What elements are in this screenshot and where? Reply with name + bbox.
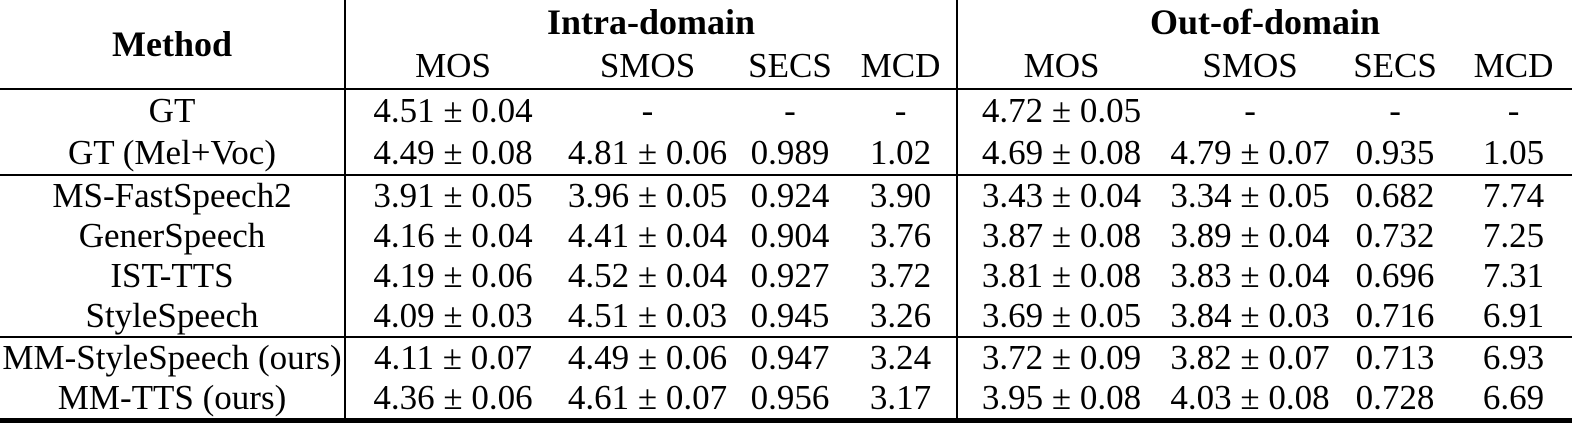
out-mcd-cell: 6.69 (1482, 378, 1545, 417)
table-row-stylespeech: StyleSpeech 4.09 ± 0.03 4.51 ± 0.03 0.94… (0, 296, 1572, 337)
intra-mos-cell: 4.51 ± 0.04 (344, 89, 560, 132)
col-group-intra-domain: Intra-domain (343, 0, 958, 44)
col-header-out-smos: SMOS (1202, 46, 1298, 85)
col-header-out-mos: MOS (956, 44, 1166, 89)
intra-mos-cell: 3.91 ± 0.05 (344, 175, 560, 216)
col-header-method: Method (112, 24, 232, 64)
intra-mcd-cell: 1.02 (869, 133, 932, 172)
col-header-out-mcd: MCD (1473, 46, 1554, 85)
intra-secs-cell: 0.927 (750, 256, 830, 295)
intra-smos-cell: 4.49 ± 0.06 (567, 338, 728, 377)
intra-secs-cell: 0.945 (750, 296, 830, 335)
intra-mcd-cell: 3.90 (869, 176, 932, 215)
intra-smos-cell: 4.52 ± 0.04 (567, 256, 728, 295)
intra-smos-cell: 3.96 ± 0.05 (567, 176, 728, 215)
table-row-ist-tts: IST-TTS 4.19 ± 0.06 4.52 ± 0.04 0.927 3.… (0, 256, 1572, 296)
intra-smos-cell: 4.51 ± 0.03 (567, 296, 728, 335)
out-smos-cell: 3.89 ± 0.04 (1170, 216, 1330, 255)
out-smos-cell: 3.34 ± 0.05 (1170, 176, 1330, 215)
method-cell: IST-TTS (110, 256, 234, 295)
out-mcd-cell: 1.05 (1482, 133, 1545, 172)
out-mos-cell: 3.69 ± 0.05 (956, 296, 1166, 337)
table-row-ms-fastspeech2: MS-FastSpeech2 3.91 ± 0.05 3.96 ± 0.05 0… (0, 175, 1572, 216)
out-smos-cell: - (1244, 91, 1256, 130)
intra-mos-cell: 4.11 ± 0.07 (344, 337, 560, 378)
intra-mcd-cell: - (894, 91, 907, 130)
out-mcd-cell: 7.31 (1482, 256, 1545, 295)
out-smos-cell: 3.84 ± 0.03 (1170, 296, 1330, 335)
out-mcd-cell: 6.91 (1482, 296, 1545, 335)
table-row-mm-tts-ours: MM-TTS (ours) 4.36 ± 0.06 4.61 ± 0.07 0.… (0, 378, 1572, 421)
intra-mcd-cell: 3.26 (869, 296, 932, 335)
out-mcd-cell: - (1507, 91, 1520, 130)
table-row-mm-stylespeech-ours: MM-StyleSpeech (ours) 4.11 ± 0.07 4.49 ±… (0, 337, 1572, 378)
out-smos-cell: 3.82 ± 0.07 (1170, 338, 1330, 377)
method-cell: GT (Mel+Voc) (67, 133, 276, 172)
method-cell: MM-TTS (ours) (57, 378, 287, 417)
out-mos-cell: 4.72 ± 0.05 (956, 89, 1166, 132)
out-secs-cell: 0.682 (1355, 176, 1435, 215)
out-mcd-cell: 6.93 (1482, 338, 1545, 377)
intra-smos-cell: - (641, 91, 654, 130)
col-header-intra-mcd: MCD (860, 46, 941, 85)
out-secs-cell: 0.732 (1355, 216, 1435, 255)
intra-smos-cell: 4.41 ± 0.04 (567, 216, 728, 255)
out-smos-cell: 4.79 ± 0.07 (1170, 133, 1330, 172)
section-ground-truth: GT 4.51 ± 0.04 - - - 4.72 ± 0.05 - - - G… (0, 89, 1572, 175)
out-mos-cell: 3.95 ± 0.08 (956, 378, 1166, 421)
out-secs-cell: 0.728 (1355, 378, 1435, 417)
intra-mos-cell: 4.19 ± 0.06 (344, 256, 560, 296)
col-header-intra-secs: SECS (748, 46, 832, 85)
intra-mos-cell: 4.49 ± 0.08 (344, 132, 560, 175)
intra-mos-cell: 4.09 ± 0.03 (344, 296, 560, 337)
out-mos-cell: 4.69 ± 0.08 (956, 132, 1166, 175)
section-ours: MM-StyleSpeech (ours) 4.11 ± 0.07 4.49 ±… (0, 337, 1572, 421)
method-cell: GenerSpeech (78, 216, 266, 255)
header-sub-row: MOS SMOS SECS MCD MOS SMOS SECS MCD (0, 44, 1572, 89)
out-mos-cell: 3.87 ± 0.08 (956, 216, 1166, 256)
col-group-out-of-domain: Out-of-domain (956, 0, 1572, 44)
out-secs-cell: 0.935 (1355, 133, 1435, 172)
table-header: Method Intra-domain Out-of-domain MOS SM… (0, 0, 1572, 89)
col-header-out-secs: SECS (1353, 46, 1437, 85)
out-secs-cell: - (1389, 91, 1401, 130)
out-smos-cell: 4.03 ± 0.08 (1170, 378, 1330, 417)
intra-mcd-cell: 3.24 (869, 338, 932, 377)
intra-mcd-cell: 3.72 (869, 256, 932, 295)
intra-smos-cell: 4.81 ± 0.06 (567, 133, 728, 172)
out-secs-cell: 0.716 (1355, 296, 1435, 335)
method-cell: MM-StyleSpeech (ours) (2, 338, 342, 377)
out-smos-cell: 3.83 ± 0.04 (1170, 256, 1330, 295)
intra-secs-cell: 0.924 (750, 176, 830, 215)
out-secs-cell: 0.696 (1355, 256, 1435, 295)
table-row-generspeech: GenerSpeech 4.16 ± 0.04 4.41 ± 0.04 0.90… (0, 216, 1572, 256)
intra-mcd-cell: 3.76 (869, 216, 932, 255)
intra-smos-cell: 4.61 ± 0.07 (567, 378, 728, 417)
out-mos-cell: 3.43 ± 0.04 (956, 175, 1166, 216)
intra-secs-cell: 0.947 (750, 338, 830, 377)
intra-mcd-cell: 3.17 (869, 378, 932, 417)
out-mcd-cell: 7.25 (1482, 216, 1545, 255)
out-mos-cell: 3.72 ± 0.09 (956, 337, 1166, 378)
intra-secs-cell: 0.956 (750, 378, 830, 417)
intra-secs-cell: - (784, 91, 796, 130)
col-header-intra-smos: SMOS (599, 46, 696, 85)
intra-mos-cell: 4.36 ± 0.06 (344, 378, 560, 421)
method-cell: GT (148, 91, 196, 130)
section-baselines: MS-FastSpeech2 3.91 ± 0.05 3.96 ± 0.05 0… (0, 175, 1572, 337)
out-secs-cell: 0.713 (1355, 338, 1435, 377)
out-mcd-cell: 7.74 (1482, 176, 1545, 215)
intra-secs-cell: 0.989 (750, 133, 830, 172)
intra-mos-cell: 4.16 ± 0.04 (344, 216, 560, 256)
method-cell: MS-FastSpeech2 (52, 176, 292, 215)
intra-secs-cell: 0.904 (750, 216, 830, 255)
out-mos-cell: 3.81 ± 0.08 (956, 256, 1166, 296)
method-cell: StyleSpeech (85, 296, 259, 335)
header-group-row: Method Intra-domain Out-of-domain (0, 0, 1572, 64)
col-header-intra-mos: MOS (344, 44, 560, 89)
table-row-gt-mel-voc: GT (Mel+Voc) 4.49 ± 0.08 4.81 ± 0.06 0.9… (0, 132, 1572, 175)
table-row-gt: GT 4.51 ± 0.04 - - - 4.72 ± 0.05 - - - (0, 89, 1572, 132)
